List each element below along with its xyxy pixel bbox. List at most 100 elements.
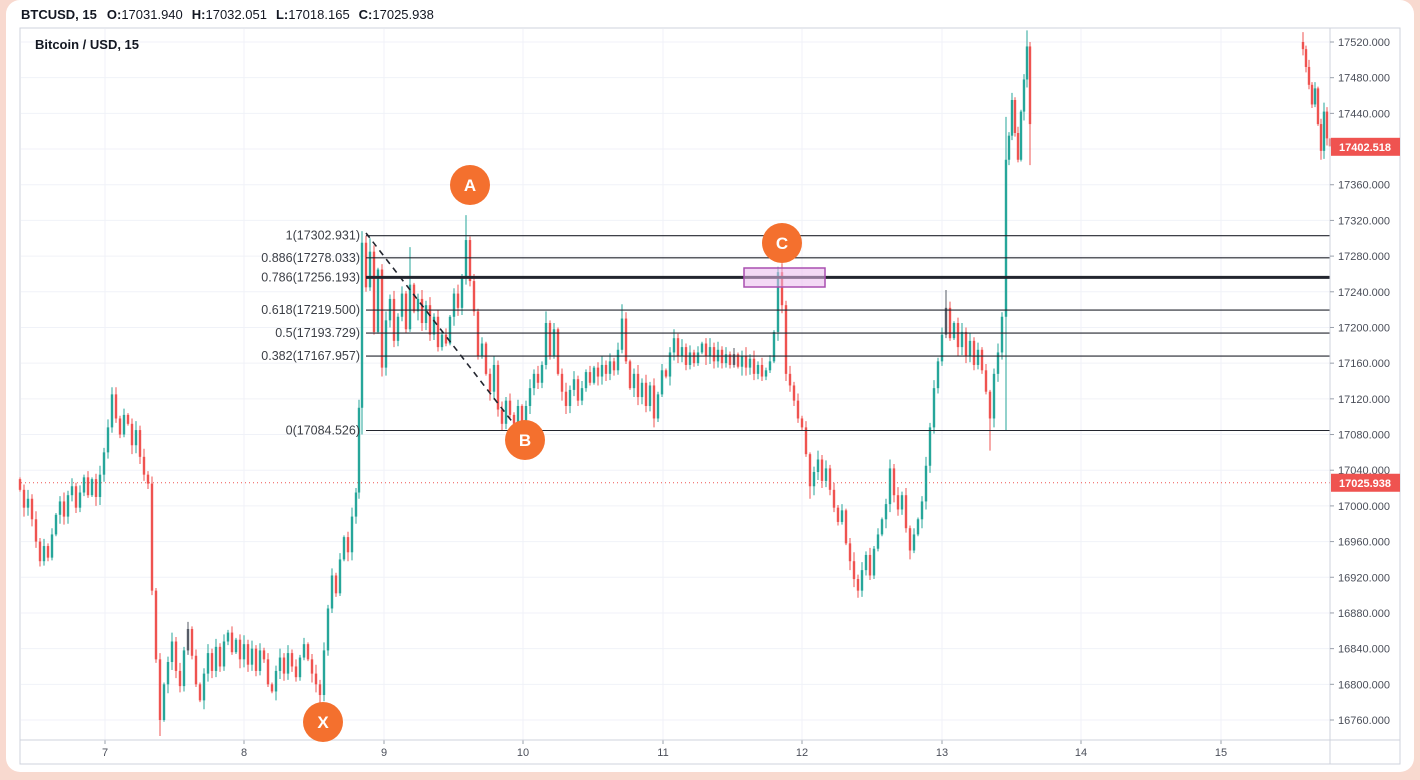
candle-body: [744, 356, 748, 368]
time-axis-label-1[interactable]: 8: [241, 747, 247, 759]
candle-body: [170, 641, 174, 663]
candle-body: [652, 385, 656, 419]
candle-body: [1028, 46, 1032, 125]
time-axis-label-5[interactable]: 12: [796, 747, 808, 759]
candle-body: [896, 495, 900, 510]
ohlc-field-3: C:17025.938: [358, 7, 434, 22]
ohlc-field-2: L:17018.165: [275, 7, 350, 22]
candle-body: [864, 554, 868, 571]
candle-body: [916, 519, 920, 535]
price-axis-label-0[interactable]: 17520.000: [1338, 37, 1390, 49]
candle-body: [592, 367, 596, 383]
candle-body: [130, 423, 134, 446]
price-tag-1: [1331, 473, 1400, 492]
candle-body: [788, 373, 792, 386]
candle-body: [166, 662, 170, 685]
marker-letter-A: A: [464, 176, 476, 195]
time-axis-label-4[interactable]: 11: [657, 747, 668, 759]
candle-body: [50, 534, 54, 558]
fib-level-label-3: 0.618(17219.500): [261, 303, 360, 317]
price-axis-label-1[interactable]: 17480.000: [1338, 73, 1390, 85]
time-axis-label-3[interactable]: 10: [517, 747, 529, 759]
candle-body: [992, 373, 996, 419]
time-axis-label-2[interactable]: 9: [381, 747, 387, 759]
candle-body: [1322, 111, 1326, 151]
candle-body: [804, 427, 808, 455]
candle-body: [852, 561, 856, 580]
price-axis-label-4[interactable]: 17320.000: [1338, 215, 1390, 227]
candle-body: [436, 316, 440, 348]
price-axis-label-6[interactable]: 17240.000: [1338, 287, 1390, 299]
candle-body: [548, 323, 552, 357]
candle-body: [78, 492, 82, 508]
time-axis-label-7[interactable]: 14: [1075, 747, 1087, 759]
candle-body: [150, 483, 154, 591]
candle-body: [396, 316, 400, 341]
candle-body: [376, 269, 380, 332]
candle-body: [98, 474, 102, 497]
time-axis-label-6[interactable]: 13: [936, 747, 948, 759]
candle-body: [440, 334, 444, 348]
price-axis-label-17[interactable]: 16800.000: [1338, 679, 1390, 691]
time-axis-label-8[interactable]: 15: [1215, 747, 1227, 759]
candle-body: [736, 354, 740, 367]
candle-body: [512, 414, 516, 424]
candle-body: [468, 240, 472, 282]
candle-body: [760, 364, 764, 377]
price-axis-label-2[interactable]: 17440.000: [1338, 108, 1390, 120]
candle-body: [792, 385, 796, 401]
candle-body: [234, 639, 238, 653]
candle-body: [190, 629, 194, 656]
candle-body: [628, 361, 632, 389]
price-axis-label-18[interactable]: 16760.000: [1338, 715, 1390, 727]
candle-body: [392, 298, 396, 341]
candle-body: [784, 305, 788, 374]
ohlc-values: O:17031.940 H:17032.051 L:17018.165 C:17025…: [107, 7, 443, 22]
ohlc-legend[interactable]: BTCUSD, 15 O:17031.940 H:17032.051 L:17018.…: [21, 7, 443, 25]
candle-body: [956, 323, 960, 348]
candle-body: [420, 298, 424, 324]
price-axis-label-3[interactable]: 17360.000: [1338, 180, 1390, 192]
candle-body: [536, 373, 540, 383]
candle-body: [246, 644, 250, 665]
marker-circle-X[interactable]: [303, 702, 343, 742]
price-axis-label-13[interactable]: 16960.000: [1338, 537, 1390, 549]
candle-body: [752, 358, 756, 374]
candle-body: [564, 391, 568, 406]
candle-body: [122, 414, 126, 435]
price-axis-label-14[interactable]: 16920.000: [1338, 572, 1390, 584]
ohlc-field-1: H:17032.051: [191, 7, 267, 22]
highlight-box[interactable]: [743, 267, 826, 288]
price-axis-label-12[interactable]: 17000.000: [1338, 501, 1390, 513]
candle-body: [162, 684, 166, 720]
price-axis-label-5[interactable]: 17280.000: [1338, 251, 1390, 263]
time-axis-label-0[interactable]: 7: [102, 747, 108, 759]
candle-body: [612, 361, 616, 371]
marker-circle-C[interactable]: [762, 223, 802, 263]
candle-body: [238, 639, 242, 660]
price-axis-label-8[interactable]: 17160.000: [1338, 358, 1390, 370]
marker-circle-A[interactable]: [450, 165, 490, 205]
candle-body: [504, 400, 508, 424]
candle-body: [384, 320, 388, 368]
price-axis-label-10[interactable]: 17080.000: [1338, 430, 1390, 442]
candle-body: [472, 281, 476, 312]
candle-body: [952, 323, 956, 339]
marker-circle-B[interactable]: [505, 420, 545, 460]
candle-body: [1022, 79, 1026, 112]
candle-body: [186, 629, 190, 651]
candle-body: [146, 474, 150, 484]
price-axis-label-16[interactable]: 16840.000: [1338, 644, 1390, 656]
candle-body: [944, 307, 948, 335]
candle-body: [416, 298, 420, 312]
candle-body: [608, 361, 612, 374]
candle-body: [318, 684, 322, 696]
candle-body: [404, 293, 408, 330]
price-axis-label-7[interactable]: 17200.000: [1338, 322, 1390, 334]
price-axis-label-15[interactable]: 16880.000: [1338, 608, 1390, 620]
price-axis-label-9[interactable]: 17120.000: [1338, 394, 1390, 406]
candle-body: [1316, 88, 1320, 125]
candle-body: [1325, 111, 1329, 139]
candle-body: [380, 269, 384, 368]
